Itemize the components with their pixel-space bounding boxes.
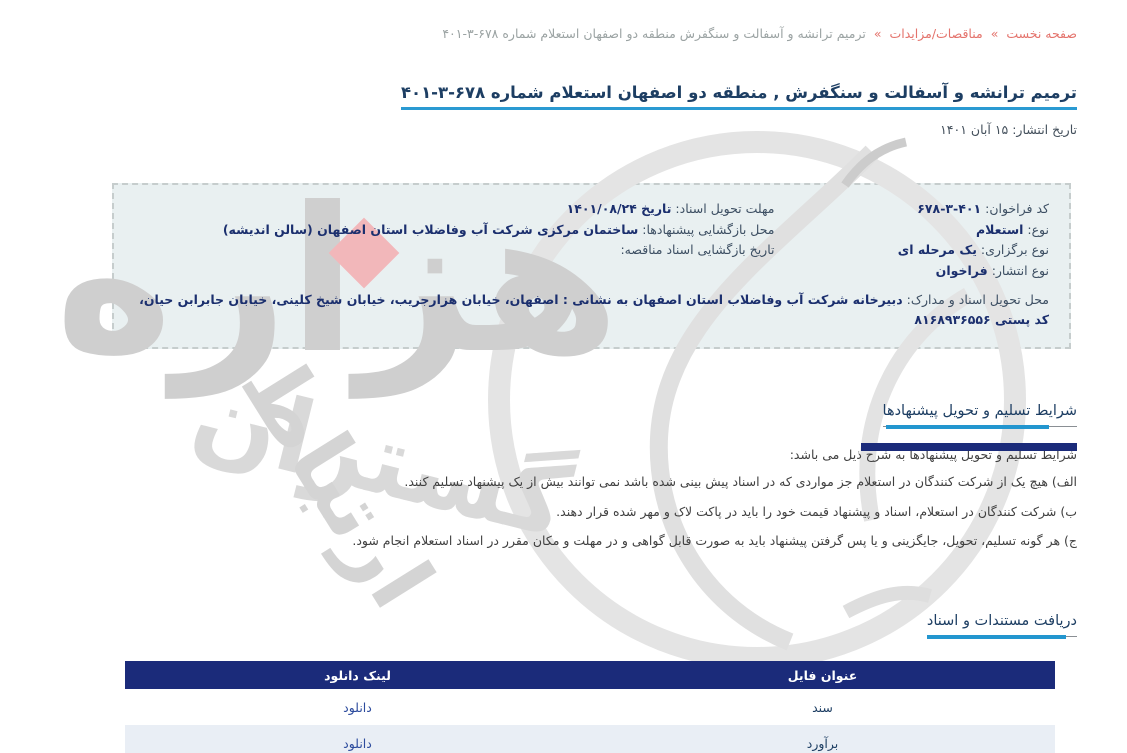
field-label: محل بازگشایی پیشنهادها: <box>642 221 775 237</box>
breadcrumb-tenders-link[interactable]: مناقصات/مزایدات <box>889 26 983 41</box>
info-field-stage: نوع برگزاری: یک مرحله ای <box>775 240 1049 261</box>
tender-info-box: کد فراخوان: ۴۰۱-۳-۶۷۸ نوع: استعلام نوع ب… <box>112 183 1071 349</box>
field-label: تاریخ بازگشایی اسناد مناقصه: <box>620 242 775 258</box>
breadcrumb-separator: » <box>990 26 999 41</box>
info-field-type: نوع: استعلام <box>775 220 1049 241</box>
field-label: نوع: <box>1027 221 1049 237</box>
terms-item-b: ب) شرکت کنندگان در استعلام، اسناد و پیشن… <box>556 503 1077 519</box>
breadcrumb-home-link[interactable]: صفحه نخست <box>1006 26 1077 41</box>
field-label: نوع انتشار: <box>991 262 1049 278</box>
field-value: یک مرحله ای <box>897 242 977 258</box>
field-value: استعلام <box>976 221 1024 237</box>
info-field-deadline: مهلت تحویل اسناد: تاریخ ۱۴۰۱/۰۸/۲۴ <box>134 199 775 220</box>
file-name: سند <box>812 699 833 715</box>
download-cell: دانلود <box>125 725 590 753</box>
field-value: ساختمان مرکزی شرکت آب وفاضلاب استان اصفه… <box>222 221 639 237</box>
file-name: برآورد <box>806 735 839 751</box>
download-cell: دانلود <box>125 689 590 725</box>
page-title: ترمیم ترانشه و آسفالت و سنگفرش , منطقه د… <box>400 83 1077 110</box>
info-fields-secondary: مهلت تحویل اسناد: تاریخ ۱۴۰۱/۰۸/۲۴ محل ب… <box>134 199 775 282</box>
field-label: کد فراخوان: <box>985 201 1049 216</box>
info-field-delivery-address: محل تحویل اسناد و مدارک: دبیرخانه شرکت آ… <box>134 290 1049 331</box>
breadcrumb-current-page: ترمیم ترانشه و آسفالت و سنگفرش منطقه دو … <box>442 26 866 41</box>
field-label: مهلت تحویل اسناد: <box>675 201 775 216</box>
table-row: برآورد دانلود <box>125 725 1055 753</box>
table-row: سند دانلود <box>125 689 1055 725</box>
documents-table: عنوان فایل لینک دانلود سند دانلود <box>125 661 1055 753</box>
breadcrumb: صفحه نخست » مناقصات/مزایدات » ترمیم تران… <box>50 0 1077 41</box>
info-field-code: کد فراخوان: ۴۰۱-۳-۶۷۸ <box>775 199 1049 220</box>
file-title-cell: برآورد <box>590 725 1055 753</box>
breadcrumb-separator: » <box>873 26 882 41</box>
terms-item-a: الف) هیچ یک از شرکت کنندگان در استعلام ج… <box>404 473 1077 489</box>
info-field-opening-place: محل بازگشایی پیشنهادها: ساختمان مرکزی شر… <box>134 220 775 241</box>
info-field-publish-type: نوع انتشار: فراخوان <box>775 261 1049 282</box>
field-value: فراخوان <box>935 262 988 278</box>
field-value: ۴۰۱-۳-۶۷۸ <box>917 201 982 216</box>
file-title-cell: سند <box>590 689 1055 725</box>
documents-section: دریافت مستندات و اسناد عنوان فایل لینک د… <box>50 551 1077 753</box>
terms-heading: شرایط تسلیم و تحویل پیشنهادها <box>882 403 1077 429</box>
column-header-file-title: عنوان فایل <box>590 661 1055 689</box>
info-field-opening-date: تاریخ بازگشایی اسناد مناقصه: <box>134 240 775 261</box>
info-box-columns: کد فراخوان: ۴۰۱-۳-۶۷۸ نوع: استعلام نوع ب… <box>134 199 1049 282</box>
download-link[interactable]: دانلود <box>343 735 372 751</box>
info-fields-primary: کد فراخوان: ۴۰۱-۳-۶۷۸ نوع: استعلام نوع ب… <box>775 199 1049 282</box>
documents-table-header-row: عنوان فایل لینک دانلود <box>125 661 1055 689</box>
publish-date: تاریخ انتشار: ۱۵ آبان ۱۴۰۱ <box>940 122 1077 137</box>
terms-item-c: ج) هر گونه تسلیم، تحویل، جایگزینی و یا پ… <box>352 533 1077 549</box>
column-header-download-link: لینک دانلود <box>125 661 590 689</box>
download-link[interactable]: دانلود <box>343 699 372 715</box>
field-label: محل تحویل اسناد و مدارک: <box>906 291 1049 307</box>
field-label: نوع برگزاری: <box>980 242 1049 258</box>
field-value: تاریخ ۱۴۰۱/۰۸/۲۴ <box>566 201 672 216</box>
documents-heading: دریافت مستندات و اسناد <box>926 613 1077 639</box>
terms-section: شرایط تسلیم و تحویل پیشنهادها شرایط تسلی… <box>50 349 1077 551</box>
terms-intro: شرایط تسلیم و تحویل پیشنهادها به شرح ذیل… <box>50 442 1077 462</box>
